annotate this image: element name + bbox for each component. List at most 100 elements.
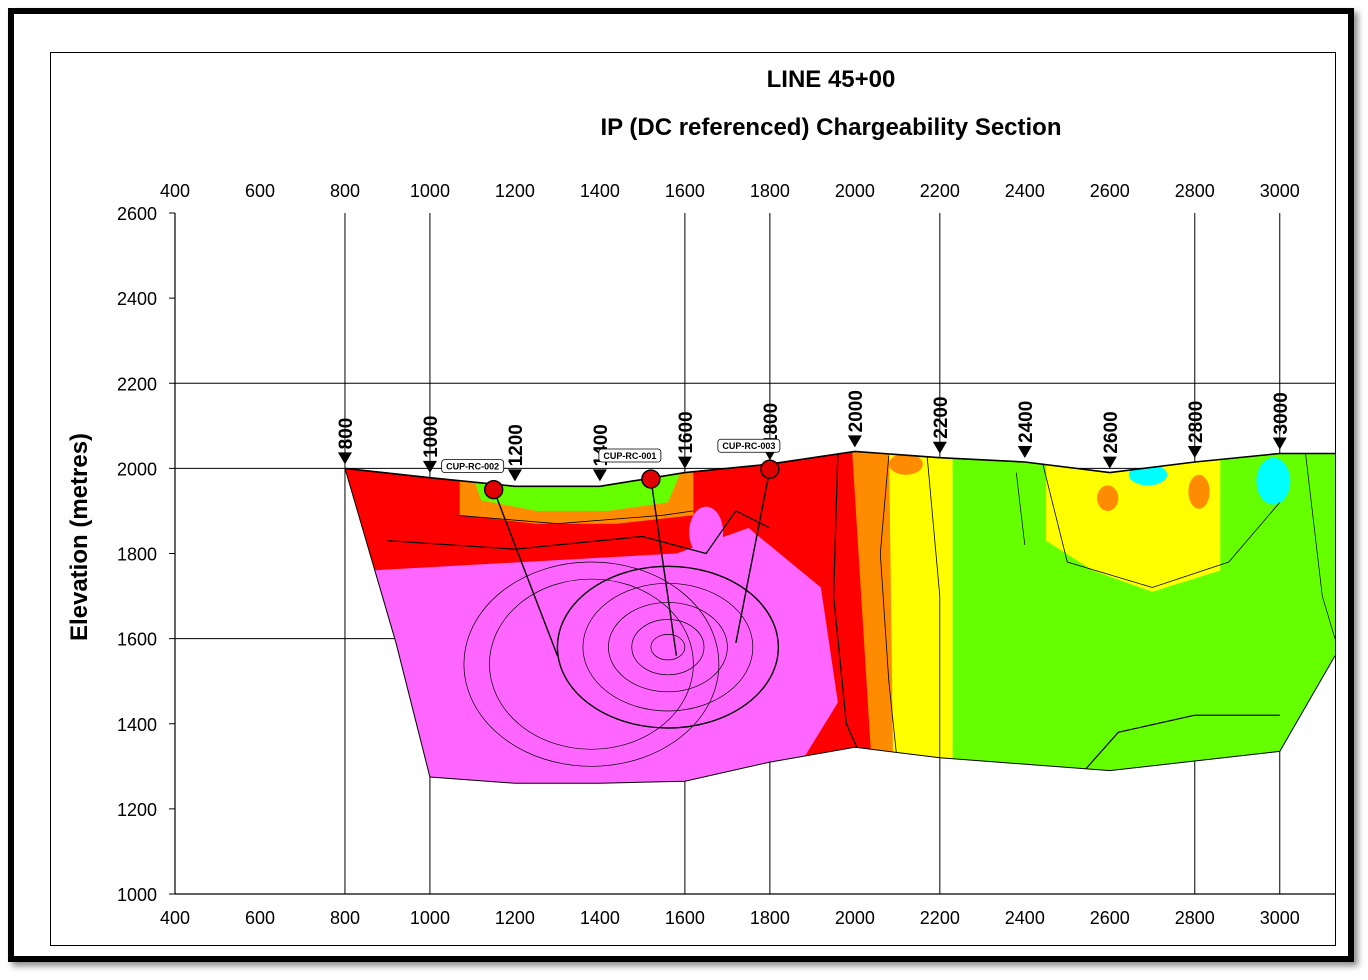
contour — [879, 455, 898, 763]
drillhole-trace — [650, 478, 678, 656]
contour — [1041, 459, 1281, 588]
drillhole-label-box — [598, 448, 662, 463]
drillhole-trace — [735, 469, 771, 644]
x-tick-label-bottom: 2800 — [1175, 908, 1215, 928]
topography — [344, 450, 1335, 488]
anomaly-orange-2100 — [888, 453, 923, 475]
contour — [832, 451, 864, 763]
contour — [489, 578, 694, 750]
y-tick-label: 2600 — [117, 204, 157, 224]
x-tick-label-bottom: 2200 — [920, 908, 960, 928]
drillhole-label-box — [441, 459, 505, 474]
station-label: 1800 — [761, 403, 782, 445]
zone-magenta-core — [529, 583, 785, 754]
station-label: 2200 — [931, 396, 952, 438]
x-tick-label-top: 1800 — [750, 181, 790, 201]
y-tick-label: 1000 — [117, 885, 157, 905]
station-marker — [932, 441, 947, 454]
contour — [1015, 472, 1026, 546]
anomaly-cyan-east — [1256, 457, 1291, 505]
figure-frame: LINE 45+00 IP (DC referenced) Chargeabil… — [8, 8, 1354, 962]
station-label: 1000 — [421, 416, 442, 458]
drillholes: CUP-RC-002 CUP-RC-001 CUP-RC-003 — [441, 438, 781, 656]
y-tick-label: 1800 — [117, 545, 157, 565]
x-tick-label-top: 1400 — [580, 181, 620, 201]
tick-labels: 400 400 600 600 800 800 1000 1000 1200 1200 1400 14… — [117, 181, 1300, 928]
station-marker — [1017, 445, 1032, 458]
y-tick-label: 2200 — [117, 374, 157, 394]
contour — [608, 602, 728, 693]
drillhole-collar — [760, 459, 780, 479]
station-label: 1600 — [676, 411, 697, 453]
anomaly-orange-east — [1188, 474, 1210, 509]
station-marker — [1187, 445, 1202, 458]
x-tick-label-bottom: 2000 — [835, 908, 875, 928]
station-marker — [1272, 437, 1287, 450]
x-tick-label-top: 1000 — [410, 181, 450, 201]
station-label: 3000 — [1271, 392, 1292, 434]
section-fill — [345, 451, 1335, 784]
y-tick-label: 1600 — [117, 630, 157, 650]
contour — [582, 582, 754, 712]
station-label: 800 — [336, 418, 357, 450]
y-tick-label: 2400 — [117, 289, 157, 309]
station-label: 2800 — [1186, 401, 1207, 443]
chart-panel: LINE 45+00 IP (DC referenced) Chargeabil… — [50, 52, 1336, 946]
x-tick-label-top: 2000 — [835, 181, 875, 201]
contour — [1083, 714, 1280, 771]
x-tick-label-bottom: 2400 — [1005, 908, 1045, 928]
contour — [455, 510, 694, 525]
x-tick-label-bottom: 600 — [245, 908, 275, 928]
x-tick-label-top: 800 — [330, 181, 360, 201]
x-tick-label-top: 400 — [160, 181, 190, 201]
x-tick-label-bottom: 1200 — [495, 908, 535, 928]
drillhole-label: CUP-RC-003 — [722, 441, 775, 451]
station-marker — [1102, 456, 1117, 469]
x-tick-label-bottom: 400 — [160, 908, 190, 928]
station-marker — [592, 469, 607, 482]
station-label: 2400 — [1016, 401, 1037, 443]
drillhole-trace — [493, 489, 559, 656]
x-tick-label-top: 3000 — [1260, 181, 1300, 201]
contour — [650, 634, 686, 661]
y-tick-label: 2000 — [117, 459, 157, 479]
x-tick-label-bottom: 1800 — [750, 908, 790, 928]
station-marker — [847, 435, 862, 448]
x-tick-label-top: 2600 — [1090, 181, 1130, 201]
contour — [556, 565, 780, 729]
y-tick-label: 1400 — [117, 715, 157, 735]
drillhole-label-box — [717, 438, 781, 453]
y-axis-label: Elevation (metres) — [66, 433, 93, 641]
station-marker — [422, 460, 437, 473]
x-tick-label-bottom: 1400 — [580, 908, 620, 928]
contour — [926, 455, 941, 758]
x-tick-label-bottom: 800 — [330, 908, 360, 928]
contour — [463, 561, 720, 767]
anomaly-orange — [1097, 485, 1119, 511]
axes — [169, 212, 1335, 895]
drillhole-label: CUP-RC-001 — [603, 451, 656, 461]
station-label: 1200 — [506, 424, 527, 466]
contour-lines — [387, 451, 1335, 771]
topography-line — [344, 450, 1336, 784]
chargeability-section-chart: LINE 45+00 IP (DC referenced) Chargeabil… — [66, 66, 1336, 928]
x-tick-label-top: 2200 — [920, 181, 960, 201]
x-tick-label-top: 1200 — [495, 181, 535, 201]
x-tick-label-bottom: 1600 — [665, 908, 705, 928]
y-tick-label: 1200 — [117, 800, 157, 820]
station-marker — [677, 456, 692, 469]
x-tick-label-bottom: 1000 — [410, 908, 450, 928]
x-tick-label-top: 2800 — [1175, 181, 1215, 201]
contour — [631, 619, 705, 676]
chart-subtitle: IP (DC referenced) Chargeability Section — [600, 114, 1061, 141]
section-outline — [344, 468, 1336, 784]
contour — [1304, 451, 1335, 639]
drillhole-collar — [641, 469, 661, 489]
x-tick-label-top: 600 — [245, 181, 275, 201]
station-label: 2600 — [1101, 411, 1122, 453]
station-marker — [507, 469, 522, 482]
x-tick-label-top: 1600 — [665, 181, 705, 201]
station-label: 2000 — [846, 390, 867, 432]
x-tick-label-bottom: 2600 — [1090, 908, 1130, 928]
chart-title: LINE 45+00 — [767, 66, 896, 93]
